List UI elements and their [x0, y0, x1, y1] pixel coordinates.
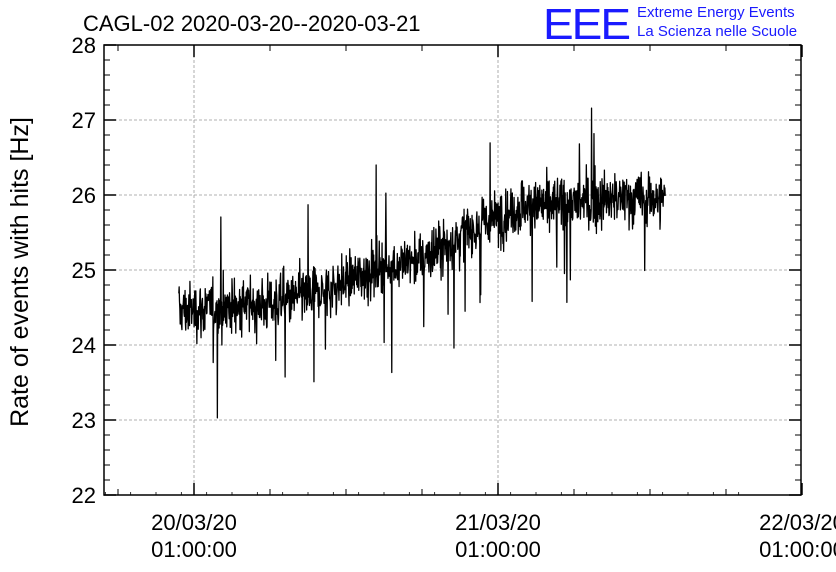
x-tick-label-time: 01:00:00: [455, 537, 541, 562]
x-tick-label-time: 01:00:00: [759, 537, 836, 562]
eee-logo: EEE Extreme Energy Events La Scienza nel…: [543, 2, 797, 46]
y-tick-label: 26: [72, 183, 96, 208]
axis-ticks: [104, 44, 803, 496]
series-line: [178, 107, 666, 419]
x-tick-label-date: 22/03/20: [759, 510, 836, 535]
x-tick-label-date: 21/03/20: [455, 510, 541, 535]
logo-line-1: Extreme Energy Events: [637, 4, 795, 21]
y-tick-label: 27: [72, 108, 96, 133]
logo-line-2: La Scienza nelle Scuole: [637, 23, 798, 40]
y-tick-label: 25: [72, 258, 96, 283]
logo-mark: EEE: [543, 0, 631, 49]
y-tick-label: 22: [72, 483, 96, 508]
y-tick-label: 28: [72, 33, 96, 58]
data-series: [178, 107, 666, 419]
tick-labels: 2223242526272820/03/2001:00:0021/03/2001…: [72, 33, 836, 562]
y-tick-label: 24: [72, 333, 96, 358]
x-tick-label-date: 20/03/20: [151, 510, 237, 535]
x-tick-label-time: 01:00:00: [151, 537, 237, 562]
chart-title: CAGL-02 2020-03-20--2020-03-21: [83, 11, 421, 36]
y-axis-label: Rate of events with hits [Hz]: [6, 117, 34, 427]
logo-text: Extreme Energy Events La Scienza nelle S…: [637, 2, 797, 41]
y-tick-label: 23: [72, 408, 96, 433]
